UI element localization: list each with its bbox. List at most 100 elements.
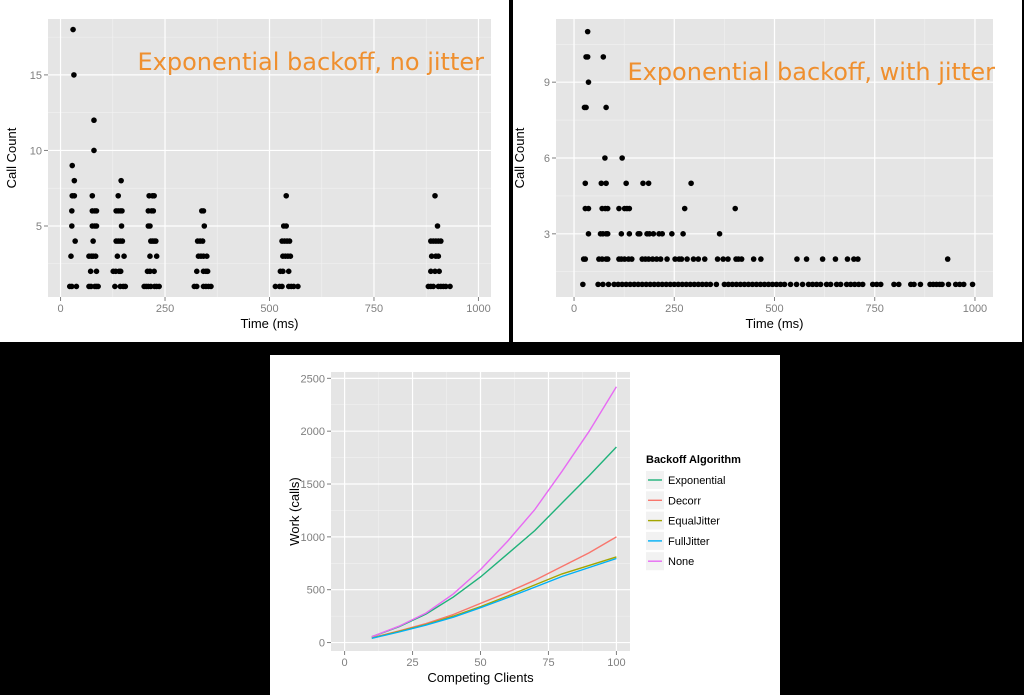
data-point xyxy=(732,205,739,212)
data-point xyxy=(741,281,748,288)
data-point xyxy=(645,180,652,187)
data-point xyxy=(895,281,902,288)
legend-label: EqualJitter xyxy=(668,516,720,528)
data-point xyxy=(286,238,293,244)
data-point xyxy=(93,268,100,275)
data-point xyxy=(151,268,157,275)
x-tick-label: 750 xyxy=(365,303,383,315)
data-point xyxy=(204,268,211,275)
data-point xyxy=(851,256,857,262)
data-point xyxy=(672,256,678,262)
data-point xyxy=(645,256,652,262)
data-point xyxy=(583,104,589,111)
work-line-chart-panel: 0 25 50 75 100 0 500 1000 1500 2000 2500 Competing … xyxy=(270,355,780,695)
series-line-decorr xyxy=(371,536,617,639)
data-point xyxy=(200,208,207,214)
data-point xyxy=(602,155,608,161)
with-jitter-scatter-plot: 0 250 500 750 1000 3 6 9 Time (ms) Call Count Expo… xyxy=(513,19,995,331)
data-point xyxy=(600,54,607,60)
data-point xyxy=(595,281,601,288)
x-tick-label: 500 xyxy=(260,303,278,315)
data-point xyxy=(434,223,441,229)
data-point xyxy=(279,283,285,290)
y-tick-label: 0 xyxy=(319,638,325,650)
y-tick-label: 3 xyxy=(544,229,550,241)
data-point xyxy=(680,231,686,237)
data-point xyxy=(121,253,127,260)
data-point xyxy=(678,256,685,262)
data-point xyxy=(891,281,897,288)
data-point xyxy=(738,256,745,262)
data-point xyxy=(823,281,830,288)
x-tick-label: 0 xyxy=(342,657,348,669)
data-point xyxy=(714,256,721,262)
data-point xyxy=(859,281,866,288)
data-point xyxy=(911,281,917,288)
x-tick-label: 75 xyxy=(542,657,554,669)
data-point xyxy=(750,256,757,262)
data-point xyxy=(430,283,437,290)
data-point xyxy=(640,180,646,187)
data-point xyxy=(653,256,660,262)
data-point xyxy=(669,231,675,237)
y-tick-label: 500 xyxy=(307,585,325,597)
data-point xyxy=(745,281,752,288)
data-point xyxy=(690,256,697,262)
data-point xyxy=(153,253,160,260)
legend-label: Exponential xyxy=(668,475,726,487)
data-point xyxy=(799,281,806,288)
legend-label: FullJitter xyxy=(668,536,710,548)
data-point xyxy=(283,223,290,229)
data-point xyxy=(208,283,214,290)
data-point xyxy=(873,281,880,288)
data-point xyxy=(603,104,609,111)
data-point xyxy=(803,256,810,262)
data-point xyxy=(287,253,294,260)
data-point xyxy=(604,256,611,262)
data-point xyxy=(119,208,125,214)
x-tick-label: 0 xyxy=(57,303,63,315)
x-tick-label: 0 xyxy=(571,303,577,315)
data-point xyxy=(87,268,94,275)
data-point xyxy=(683,281,690,288)
data-point xyxy=(114,253,121,260)
data-point xyxy=(91,147,97,154)
data-point xyxy=(695,256,702,262)
data-point xyxy=(681,205,688,212)
data-point xyxy=(585,79,592,85)
data-point xyxy=(69,162,76,169)
x-tick-label: 100 xyxy=(607,657,625,669)
data-point xyxy=(737,281,744,288)
data-point xyxy=(843,281,850,288)
data-point xyxy=(71,192,78,199)
data-point xyxy=(438,238,444,244)
data-point xyxy=(117,268,124,275)
y-axis-label: Call Count xyxy=(4,127,19,188)
data-point xyxy=(619,281,625,288)
y-tick-label: 2500 xyxy=(301,373,325,385)
data-point xyxy=(687,281,694,288)
data-point xyxy=(69,283,75,290)
data-point xyxy=(72,238,78,244)
data-point xyxy=(917,281,924,288)
data-point xyxy=(869,281,876,288)
data-point xyxy=(193,268,200,275)
data-point xyxy=(443,283,449,290)
x-axis-label: Competing Clients xyxy=(427,670,534,685)
data-point xyxy=(769,281,776,288)
data-point xyxy=(777,281,784,288)
data-point xyxy=(691,281,698,288)
x-tick-label: 50 xyxy=(474,657,486,669)
legend-title: Backoff Algorithm xyxy=(646,454,741,466)
data-point xyxy=(969,281,976,288)
y-tick-label: 5 xyxy=(36,221,42,233)
chart-annotation-title: Exponential backoff, no jitter xyxy=(137,48,484,76)
data-point xyxy=(819,256,826,262)
data-point xyxy=(627,281,633,288)
x-tick-label: 1000 xyxy=(963,303,987,315)
data-point xyxy=(817,281,824,288)
data-point xyxy=(805,281,812,288)
data-point xyxy=(604,205,611,212)
data-point xyxy=(605,281,612,288)
data-point xyxy=(582,256,589,262)
